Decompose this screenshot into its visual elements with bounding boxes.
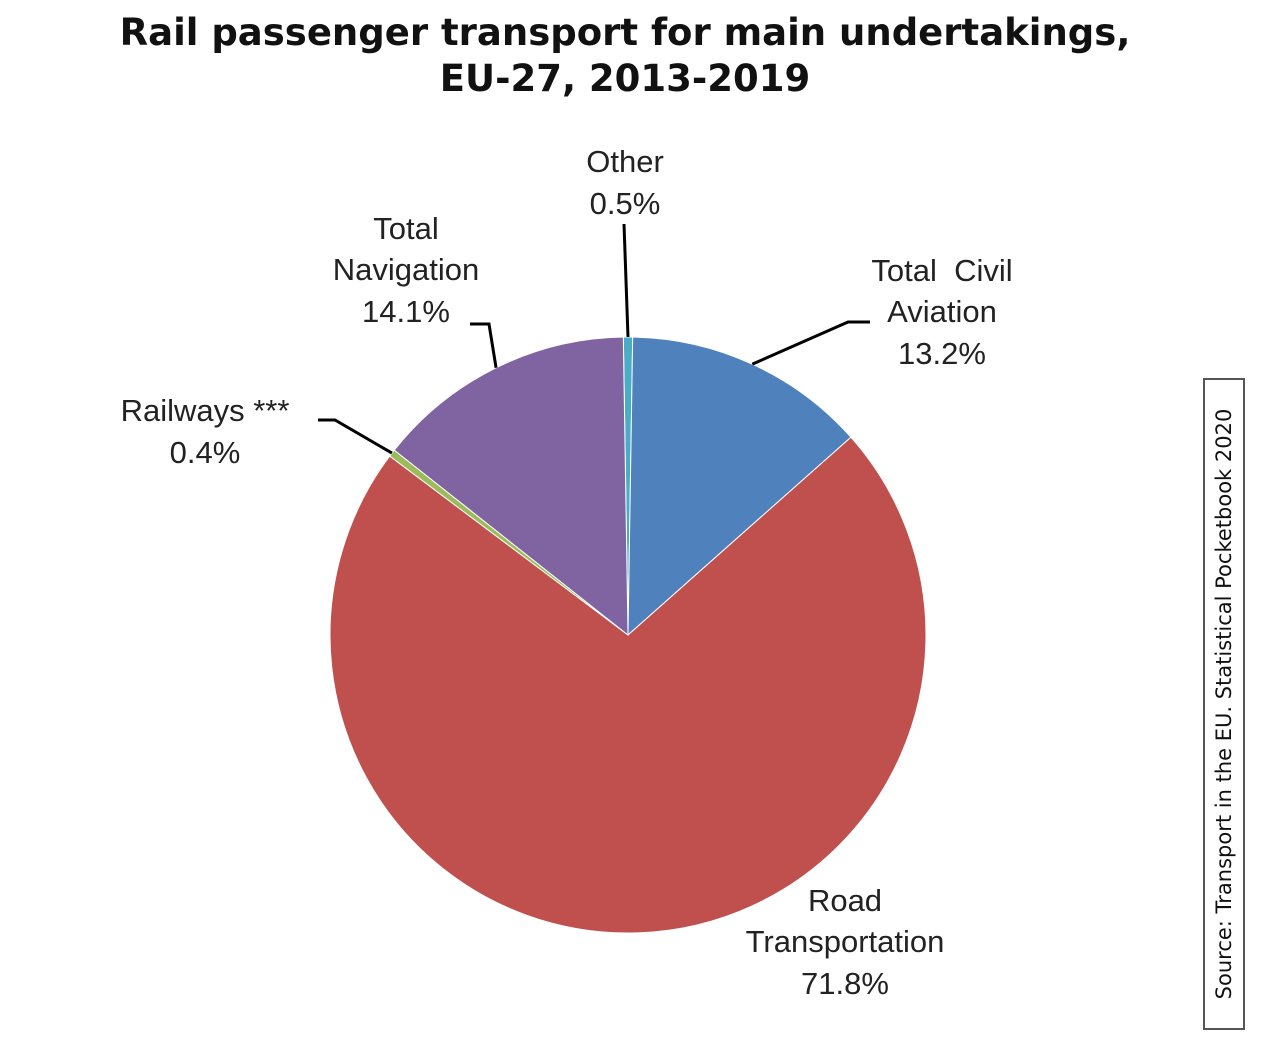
- pct-navigation: 14.1%: [362, 294, 450, 329]
- label-road-line-1: Road: [808, 883, 882, 918]
- label-navigation-line-2: Navigation: [333, 252, 479, 287]
- label-navigation-line-1: Total: [373, 211, 438, 246]
- label-railways: Railways ***: [121, 393, 290, 428]
- slice-navigation: [393, 336, 629, 637]
- source-box: Source: Transport in the EU. Statistical…: [1203, 378, 1245, 1030]
- label-civil-aviation-line-1: Total Civil: [871, 253, 1012, 288]
- slice-road: [329, 436, 927, 934]
- label-other: Other: [586, 144, 664, 179]
- label-road-line-2: Transportation: [746, 924, 945, 959]
- pct-civil-aviation: 13.2%: [898, 336, 986, 371]
- leader-civil-aviation: [751, 320, 870, 366]
- label-civil-aviation-line-2: Aviation: [887, 294, 997, 329]
- chart-title-line-1: Rail passenger transport for main undert…: [119, 11, 1131, 54]
- leader-lines: [318, 223, 870, 455]
- leader-railways: [318, 418, 393, 455]
- pct-road: 71.8%: [801, 966, 889, 1001]
- chart-title: Rail passenger transport for main undert…: [0, 10, 1250, 102]
- leader-other: [622, 223, 630, 338]
- pct-railways: 0.4%: [170, 435, 241, 470]
- leader-navigation: [470, 322, 498, 369]
- chart-title-line-2: EU-27, 2013-2019: [439, 57, 811, 100]
- pct-other: 0.5%: [590, 186, 661, 221]
- source-note: Source: Transport in the EU. Statistical…: [1212, 408, 1236, 1000]
- pie-slices: [329, 336, 927, 934]
